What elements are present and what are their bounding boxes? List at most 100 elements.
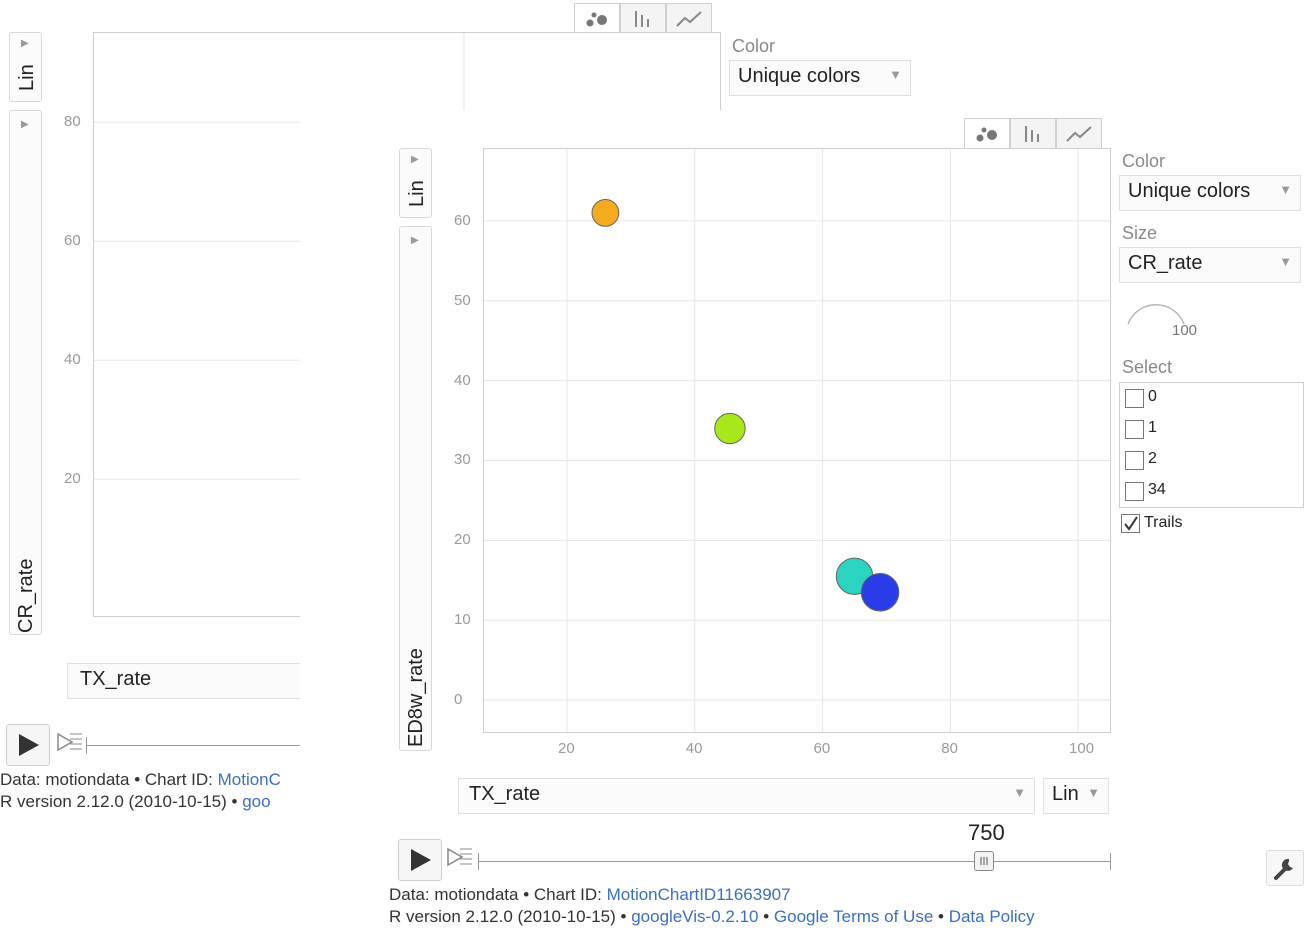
back-y-scale-label: Lin [16, 64, 38, 91]
back-y-tick-label: 60 [64, 232, 81, 250]
back-googlevis-link[interactable]: goo [242, 792, 271, 811]
back-footer-line2: R version 2.12.0 (2010-10-15) • goo [0, 792, 271, 811]
front-color-label: Color [1122, 151, 1166, 171]
select-checkbox-2[interactable] [1125, 451, 1144, 470]
back-play-button[interactable] [6, 724, 50, 766]
data-policy-link[interactable]: Data Policy [948, 907, 1035, 926]
back-tab-line[interactable] [666, 3, 712, 33]
front-x-scale-select[interactable]: Lin ▼ [1043, 778, 1109, 814]
front-scatter-svg [484, 149, 1110, 732]
googlevis-link[interactable]: googleVis-0.2.10 [631, 907, 759, 926]
front-x-axis-select[interactable]: TX_rate ▼ [458, 778, 1035, 814]
bar-chart-icon [635, 10, 649, 27]
front-x-tick-label: 40 [685, 740, 703, 757]
front-bubble-1[interactable] [714, 412, 746, 445]
dropdown-arrow-icon: ▼ [889, 67, 902, 82]
size-legend-arc-icon [1127, 304, 1185, 325]
select-checkbox-0[interactable] [1125, 389, 1144, 408]
front-footer-line2: R version 2.12.0 (2010-10-15) • googleVi… [389, 907, 1035, 926]
front-color-select[interactable]: Unique colors ▼ [1119, 175, 1301, 211]
front-tab-bar[interactable] [1010, 118, 1056, 148]
back-color-label: Color [732, 36, 776, 56]
select-item-label: 2 [1148, 450, 1157, 467]
front-y-tick-label: 30 [454, 451, 471, 469]
front-x-scale-value: Lin [1052, 783, 1079, 805]
front-bubble-3[interactable] [860, 572, 900, 612]
front-select-label: Select [1122, 357, 1173, 377]
front-y-tick-label: 40 [454, 371, 471, 389]
back-color-value: Unique colors [738, 65, 861, 87]
grip-icon [980, 857, 988, 865]
back-y-axis-select[interactable]: ▶ CR_rate [9, 110, 42, 635]
back-y-tick-label: 40 [64, 351, 81, 369]
front-x-tick-label: 80 [941, 740, 958, 757]
select-item-label: 0 [1148, 388, 1157, 405]
back-y-axis-label: CR_rate [15, 558, 37, 633]
back-chart-id-link[interactable]: MotionC [217, 770, 281, 789]
front-x-tick-label: 20 [558, 740, 575, 757]
select-checkbox-1[interactable] [1125, 420, 1144, 439]
google-terms-link[interactable]: Google Terms of Use [773, 907, 934, 926]
trails-label: Trails [1144, 514, 1183, 531]
front-size-select[interactable]: CR_rate ▼ [1119, 247, 1301, 283]
bubble-chart-icon [586, 12, 607, 27]
back-view-tabs [574, 3, 712, 34]
checkmark-icon [1124, 516, 1138, 531]
select-item-label: 1 [1148, 419, 1157, 436]
back-x-axis-value: TX_rate [80, 668, 152, 690]
play-icon [411, 849, 431, 871]
front-play-button[interactable] [398, 839, 442, 881]
front-y-tick-label: 0 [454, 691, 463, 709]
front-settings-button[interactable] [1266, 850, 1304, 886]
back-color-select[interactable]: Unique colors ▼ [729, 60, 911, 96]
front-view-tabs [964, 118, 1102, 149]
back-footer-line1: Data: motiondata • Chart ID: MotionC [0, 770, 281, 789]
back-y-tick-label: 20 [64, 470, 81, 488]
front-y-axis-label: ED8w_rate [405, 648, 427, 747]
triangle-right-icon: ▶ [411, 154, 419, 165]
front-y-tick-label: 60 [454, 211, 471, 229]
front-y-axis-select[interactable]: ▶ ED8w_rate [399, 226, 432, 751]
front-speed-icon[interactable] [446, 845, 478, 873]
front-y-tick-label: 50 [454, 291, 471, 309]
front-chart-id-link[interactable]: MotionChartID11663907 [606, 885, 791, 904]
front-tab-line[interactable] [1056, 118, 1102, 148]
front-tab-bubble[interactable] [964, 118, 1010, 149]
front-select-list[interactable]: 0 1 2 34 [1119, 382, 1304, 508]
back-tab-bar[interactable] [620, 3, 666, 33]
front-size-label: Size [1122, 223, 1158, 243]
front-y-tick-label: 20 [454, 531, 471, 549]
front-time-slider-thumb[interactable] [973, 851, 994, 871]
front-time-value: 750 [968, 820, 1005, 845]
front-bubble-0[interactable] [591, 198, 620, 227]
back-speed-icon[interactable] [56, 730, 88, 758]
select-checkbox-34[interactable] [1125, 482, 1144, 501]
back-y-scale-box[interactable]: ▶ Lin [9, 32, 42, 102]
front-x-tick-label: 60 [813, 740, 831, 757]
line-chart-icon [676, 10, 702, 27]
triangle-right-icon: ▶ [21, 119, 29, 130]
front-color-value: Unique colors [1128, 180, 1251, 202]
front-y-scale-box[interactable]: ▶ Lin [399, 148, 432, 218]
front-footer-line1: Data: motiondata • Chart ID: MotionChart… [389, 885, 791, 904]
dropdown-arrow-icon: ▼ [1279, 254, 1292, 269]
front-time-track-start [478, 853, 479, 870]
front-y-scale-label: Lin [406, 180, 428, 207]
line-chart-icon [1066, 125, 1092, 142]
trails-checkbox[interactable] [1121, 514, 1140, 533]
front-plot-area[interactable] [483, 148, 1111, 733]
front-time-track-end [1110, 853, 1111, 870]
front-x-axis-value: TX_rate [469, 783, 541, 805]
back-tab-bubble[interactable] [574, 3, 620, 34]
bubble-chart-icon [976, 127, 997, 142]
back-y-tick-label: 80 [64, 113, 81, 131]
front-y-tick-label: 10 [454, 611, 471, 629]
front-time-track[interactable] [478, 861, 1110, 862]
wrench-icon [1274, 858, 1293, 880]
back-time-track-start [86, 737, 87, 754]
front-size-value: CR_rate [1128, 252, 1203, 274]
triangle-right-icon: ▶ [21, 38, 29, 49]
front-x-tick-label: 100 [1069, 740, 1095, 757]
bar-chart-icon [1025, 125, 1039, 142]
front-size-legend-value: 100 [1172, 322, 1198, 339]
